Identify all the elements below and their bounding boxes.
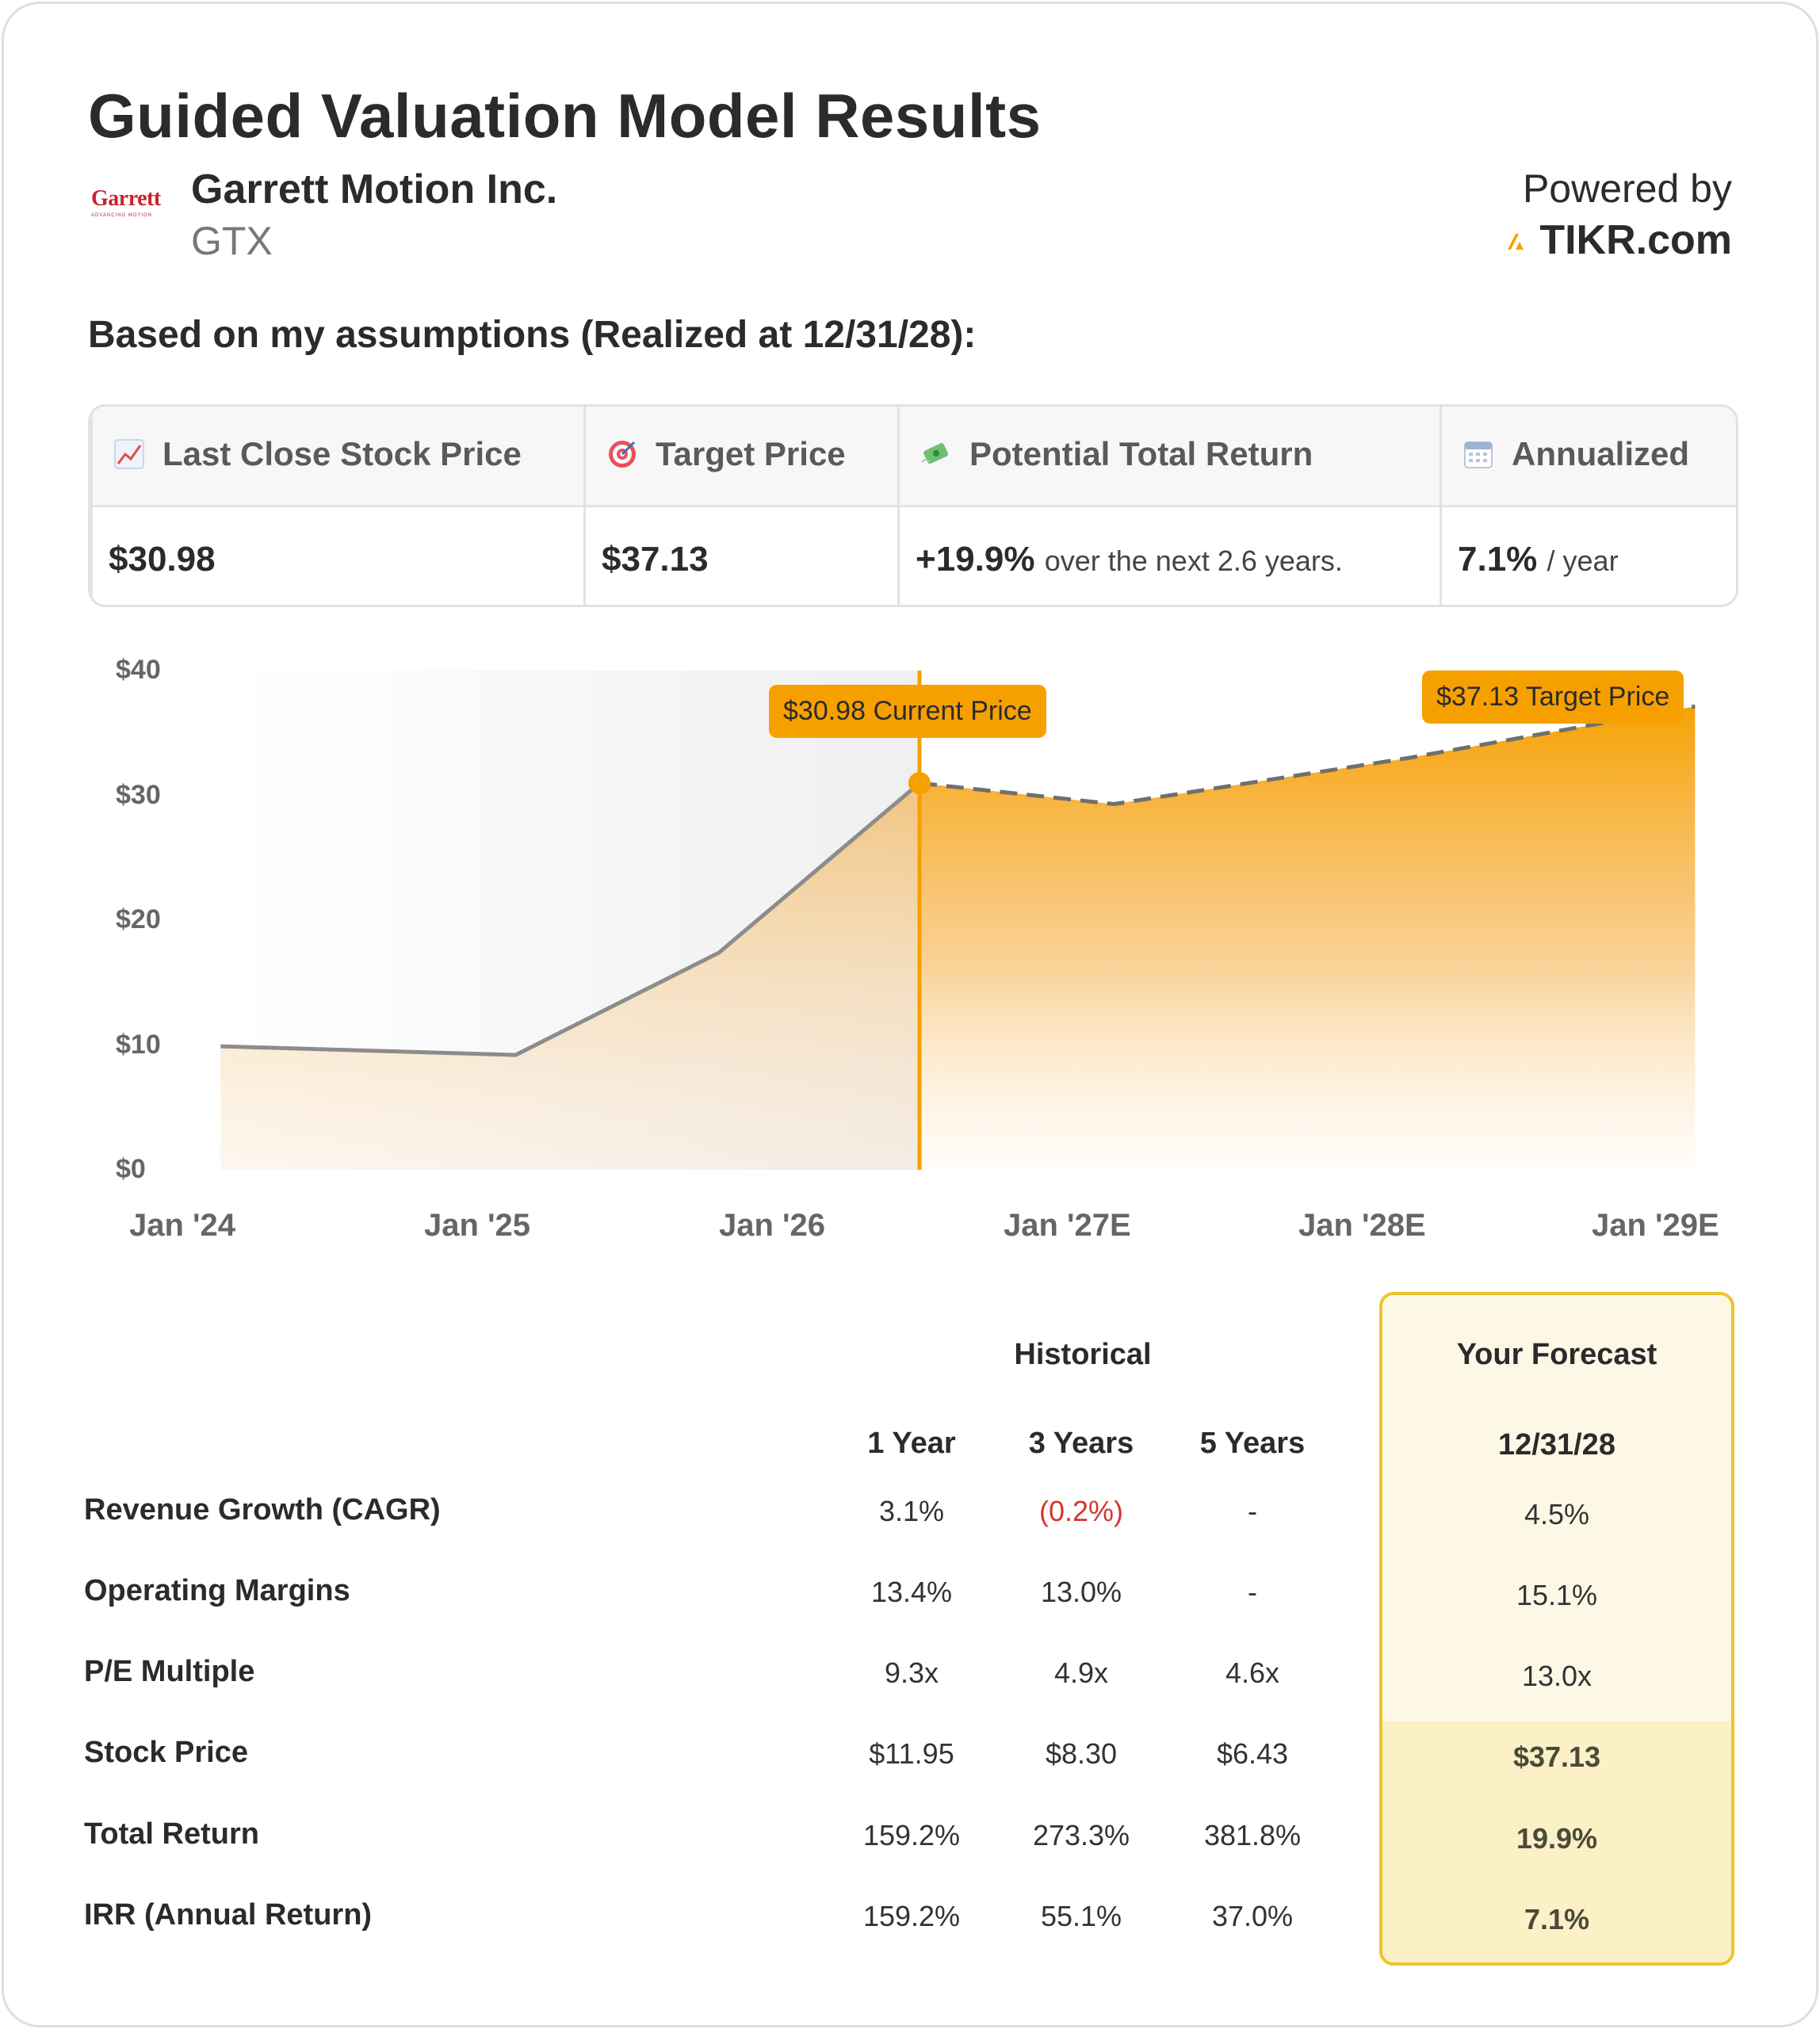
target-icon (609, 441, 636, 468)
table-cell: 55.1% (1040, 1900, 1122, 1932)
table-row-label: Total Return (84, 1817, 259, 1851)
metrics-table: Historical Your Forecast 1 Year 3 Years … (0, 1284, 1820, 1997)
chart-increasing-icon (114, 439, 144, 469)
table-cell: $6.43 (1216, 1737, 1289, 1770)
forecast-group-header: Your Forecast (1456, 1338, 1658, 1371)
table-cell: 381.8% (1203, 1819, 1302, 1851)
summary-header-bar (90, 407, 1736, 507)
table-row-label: Stock Price (84, 1736, 248, 1769)
company-logo: Garrett ADVANCING MOTION (91, 186, 167, 226)
table-cell: 13.4% (870, 1576, 953, 1608)
forecast-cell: 15.1% (1516, 1579, 1598, 1611)
table-cell: 4.6x (1225, 1656, 1280, 1689)
summary-value: +19.9% over the next 2.6 years. (916, 540, 1343, 579)
page-title: Guided Valuation Model Results (88, 81, 1042, 151)
forecast-cell: 19.9% (1516, 1822, 1598, 1855)
table-cell: 273.3% (1032, 1819, 1130, 1851)
table-cell: 3.1% (878, 1495, 945, 1527)
y-tick-label: $10 (116, 1029, 161, 1060)
summary-table: Last Close Stock Price $30.98 Target Pri… (88, 404, 1738, 607)
forecast-highlight-band (1382, 1721, 1731, 1962)
table-cell: $11.95 (869, 1737, 954, 1770)
table-cell: 4.9x (1053, 1656, 1109, 1689)
tikr-brand-text: TIKR.com (1539, 217, 1732, 263)
col-header-1-year: 1 Year (867, 1427, 956, 1460)
y-tick-label: $40 (116, 655, 161, 685)
powered-by-label: Powered by (1522, 166, 1732, 211)
table-cell: 159.2% (862, 1900, 961, 1932)
forecast-cell: $37.13 (1512, 1741, 1601, 1773)
current-price-tooltip: $30.98 Current Price (769, 685, 1046, 738)
company-name: Garrett Motion Inc. (191, 166, 558, 212)
x-tick-label: Jan '26 (718, 1208, 826, 1243)
summary-header: Potential Total Return (920, 435, 1313, 473)
y-tick-label: $20 (116, 904, 161, 934)
money-flying-icon (921, 443, 949, 464)
historical-area (220, 783, 920, 1170)
calendar-icon (1464, 441, 1493, 468)
forecast-cell: 7.1% (1524, 1903, 1590, 1935)
summary-header: Target Price (606, 435, 846, 473)
col-header-forecast-date: 12/31/28 (1498, 1428, 1615, 1462)
col-header-3-years: 3 Years (1028, 1427, 1134, 1460)
forecast-cell: 4.5% (1524, 1498, 1590, 1530)
forecast-area (920, 706, 1696, 1170)
price-chart: $40 $30 $20 $10 $0 Jan '24 Jan '25 Jan '26 Jan '… (0, 634, 1820, 1268)
forecast-line (919, 704, 1696, 807)
tikr-logo-icon (1508, 234, 1524, 250)
y-tick-label: $30 (116, 779, 161, 810)
x-tick-label: Jan '24 (128, 1208, 236, 1243)
historical-line (220, 781, 921, 1057)
summary-value: $37.13 (602, 540, 709, 579)
x-tick-label: Jan '28E (1298, 1208, 1426, 1243)
table-cell: - (1248, 1495, 1257, 1527)
summary-col-annualized: Annualized 7.1% / year (1440, 407, 1736, 605)
current-price-point (908, 772, 931, 795)
table-row-label: Revenue Growth (CAGR) (84, 1493, 441, 1527)
x-tick-label: Jan '27E (1004, 1208, 1131, 1243)
target-price-tooltip: $37.13 Target Price (1422, 671, 1684, 724)
table-row-label: Operating Margins (84, 1574, 350, 1607)
assumptions-heading: Based on my assumptions (Realized at 12/… (88, 314, 977, 356)
table-cell: 9.3x (884, 1656, 939, 1689)
table-cell: $8.30 (1045, 1737, 1118, 1770)
table-row-label: IRR (Annual Return) (84, 1898, 373, 1932)
x-tick-label: Jan '25 (423, 1208, 531, 1243)
table-cell: (0.2%) (1038, 1495, 1124, 1527)
table-cell: 159.2% (862, 1819, 961, 1851)
table-cell: - (1248, 1576, 1257, 1608)
summary-col-target-price: Target Price $37.13 (583, 407, 897, 605)
table-cell: 13.0% (1040, 1576, 1122, 1608)
summary-header: Last Close Stock Price (113, 435, 522, 473)
y-tick-label: $0 (116, 1154, 146, 1184)
summary-col-total-return: Potential Total Return +19.9% over the n… (897, 407, 1440, 605)
table-row-label: P/E Multiple (84, 1655, 255, 1688)
tikr-brand-link[interactable]: TIKR.com (1505, 216, 1732, 264)
col-header-5-years: 5 Years (1199, 1427, 1306, 1460)
historical-group-header: Historical (1014, 1338, 1152, 1371)
summary-header: Annualized (1462, 435, 1689, 473)
company-logo-wordmark: Garrett (91, 186, 161, 211)
company-ticker: GTX (191, 219, 273, 263)
forecast-cell: 13.0x (1521, 1660, 1592, 1692)
summary-value: $30.98 (109, 540, 216, 579)
price-chart-svg (220, 671, 1696, 1170)
table-cell: 37.0% (1211, 1900, 1294, 1932)
company-logo-tagline: ADVANCING MOTION (91, 213, 152, 218)
x-tick-label: Jan '29E (1592, 1208, 1719, 1243)
summary-col-last-close: Last Close Stock Price $30.98 (90, 407, 583, 605)
summary-value: 7.1% / year (1458, 540, 1619, 579)
forecast-column-panel (1379, 1292, 1734, 1966)
